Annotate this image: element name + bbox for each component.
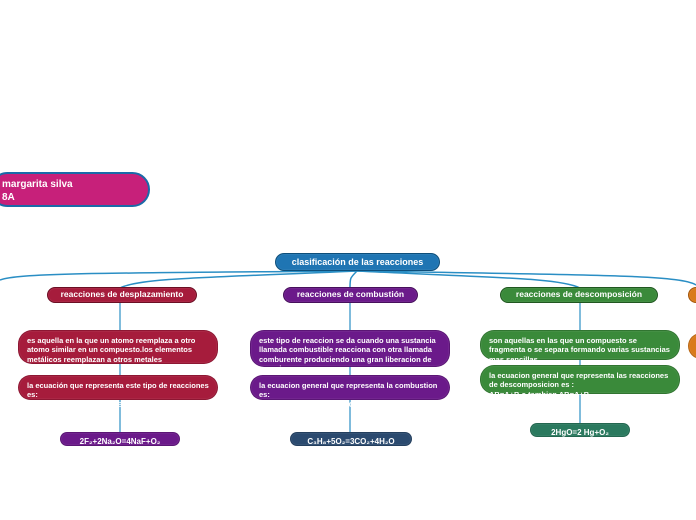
extra-detail-1 <box>688 333 696 359</box>
branch-desplazamiento-head: reacciones de desplazamiento <box>47 287 197 303</box>
root-node: clasificación de las reacciones <box>275 253 440 271</box>
combustion-detail-2: la ecuacion general que representa la co… <box>250 375 450 400</box>
branch-extra-head <box>688 287 696 303</box>
branch-combustion-head: reacciones de combustión <box>283 287 418 303</box>
author-card: margarita silva 8A <box>0 172 150 207</box>
descomposicion-detail-2: la ecuacion general que representa las r… <box>480 365 680 394</box>
author-name: margarita silva <box>2 178 138 191</box>
combustion-detail-1: este tipo de reaccion se da cuando una s… <box>250 330 450 367</box>
desplazamiento-leaf: 2F₂+2Na₂O=4NaF+O₂ <box>60 432 180 446</box>
desplazamiento-detail-1: es aquella en la que un atomo reemplaza … <box>18 330 218 364</box>
branch-descomposicion-head: reacciones de descomposición <box>500 287 658 303</box>
desplazamiento-detail-2: la ecuación que representa este tipo de … <box>18 375 218 400</box>
descomposicion-leaf: 2HgO=2 Hg+O₂ <box>530 423 630 437</box>
combustion-leaf: C₃H₈+5O₂=3CO₂+4H₂O <box>290 432 412 446</box>
author-grade: 8A <box>2 191 138 204</box>
descomposicion-detail-1: son aquellas en las que un compuesto se … <box>480 330 680 360</box>
